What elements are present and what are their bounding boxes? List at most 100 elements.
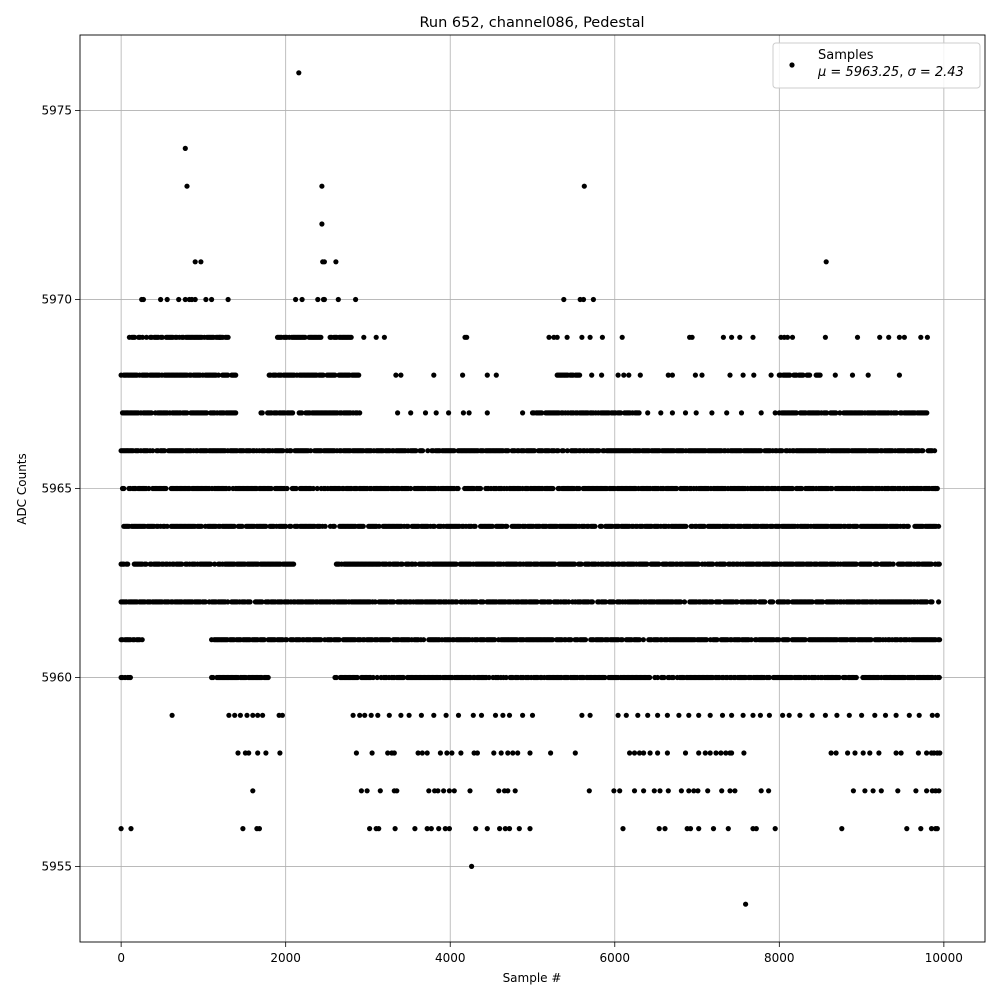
data-point	[502, 826, 508, 832]
data-point	[626, 372, 632, 378]
data-point	[934, 485, 940, 492]
data-point	[772, 826, 778, 832]
data-point	[661, 674, 667, 681]
data-point	[722, 561, 728, 567]
data-point	[451, 448, 457, 454]
data-point	[250, 712, 256, 718]
data-point	[385, 750, 391, 756]
data-point	[615, 372, 621, 378]
data-point	[587, 712, 593, 718]
data-point	[204, 410, 210, 416]
data-point	[619, 637, 625, 643]
data-point	[757, 712, 764, 718]
data-point	[370, 674, 376, 681]
data-point	[332, 372, 338, 378]
data-point	[348, 334, 354, 340]
data-point	[259, 599, 265, 605]
data-point	[288, 448, 294, 454]
legend-sigma: σ = 2.43	[907, 65, 963, 80]
data-point	[882, 712, 889, 718]
data-point	[442, 826, 448, 832]
data-point	[293, 296, 299, 303]
legend-marker	[789, 62, 795, 68]
data-point	[905, 523, 911, 529]
data-point	[539, 410, 545, 416]
data-point	[399, 561, 405, 567]
data-point	[620, 826, 626, 832]
data-point	[497, 826, 503, 832]
data-point	[867, 750, 873, 756]
data-point	[480, 599, 486, 605]
data-point	[599, 372, 605, 378]
data-point	[924, 334, 931, 340]
data-point	[768, 372, 774, 378]
data-point	[832, 372, 838, 378]
data-point	[916, 712, 922, 718]
data-point	[717, 599, 723, 605]
data-point	[555, 448, 561, 454]
x-tick-label: 4000	[435, 951, 466, 965]
data-point	[602, 674, 608, 681]
data-point	[395, 410, 401, 416]
data-point	[478, 712, 485, 718]
data-point	[398, 372, 404, 378]
data-point	[846, 712, 852, 718]
data-point	[929, 599, 935, 605]
data-point	[670, 674, 677, 681]
data-point	[665, 788, 671, 794]
data-point	[776, 637, 782, 643]
data-point	[839, 826, 845, 832]
data-point	[443, 712, 449, 718]
data-point	[261, 637, 267, 643]
data-point	[364, 788, 370, 794]
data-point	[665, 372, 671, 378]
data-point	[705, 788, 711, 794]
data-point	[184, 183, 190, 189]
data-point	[121, 485, 127, 492]
data-point	[374, 674, 380, 681]
data-point	[263, 750, 269, 756]
data-point	[318, 637, 324, 643]
data-point	[426, 788, 432, 794]
data-point	[725, 826, 731, 832]
data-point	[239, 523, 245, 529]
data-point	[320, 372, 326, 378]
data-point	[412, 561, 418, 567]
data-point	[143, 561, 149, 567]
data-point	[139, 334, 146, 340]
data-point	[893, 750, 899, 756]
data-point	[391, 750, 397, 756]
data-point	[936, 561, 942, 567]
data-point	[928, 826, 935, 832]
data-point	[655, 712, 661, 718]
data-point	[506, 712, 513, 718]
data-point	[572, 561, 578, 567]
data-point	[837, 410, 843, 416]
data-point	[255, 750, 261, 756]
data-point	[504, 523, 510, 529]
data-point	[291, 561, 297, 567]
data-point	[554, 334, 560, 340]
data-point	[934, 712, 940, 718]
data-point	[233, 372, 239, 378]
data-point	[904, 826, 910, 832]
data-point	[308, 448, 314, 454]
data-point	[937, 637, 943, 643]
data-point	[226, 712, 232, 718]
data-point	[797, 712, 803, 718]
data-point	[929, 712, 935, 718]
data-point	[548, 750, 554, 756]
data-point	[890, 561, 896, 567]
data-point	[283, 523, 289, 529]
data-point	[579, 334, 585, 340]
data-point	[441, 788, 447, 794]
data-point	[372, 599, 378, 605]
data-point	[143, 334, 150, 340]
chart-title: Run 652, channel086, Pedestal	[419, 15, 644, 31]
data-point	[503, 674, 509, 681]
data-point	[192, 259, 198, 265]
data-point	[936, 674, 942, 681]
data-point	[576, 485, 582, 492]
data-point	[578, 561, 584, 567]
data-point	[631, 788, 638, 794]
